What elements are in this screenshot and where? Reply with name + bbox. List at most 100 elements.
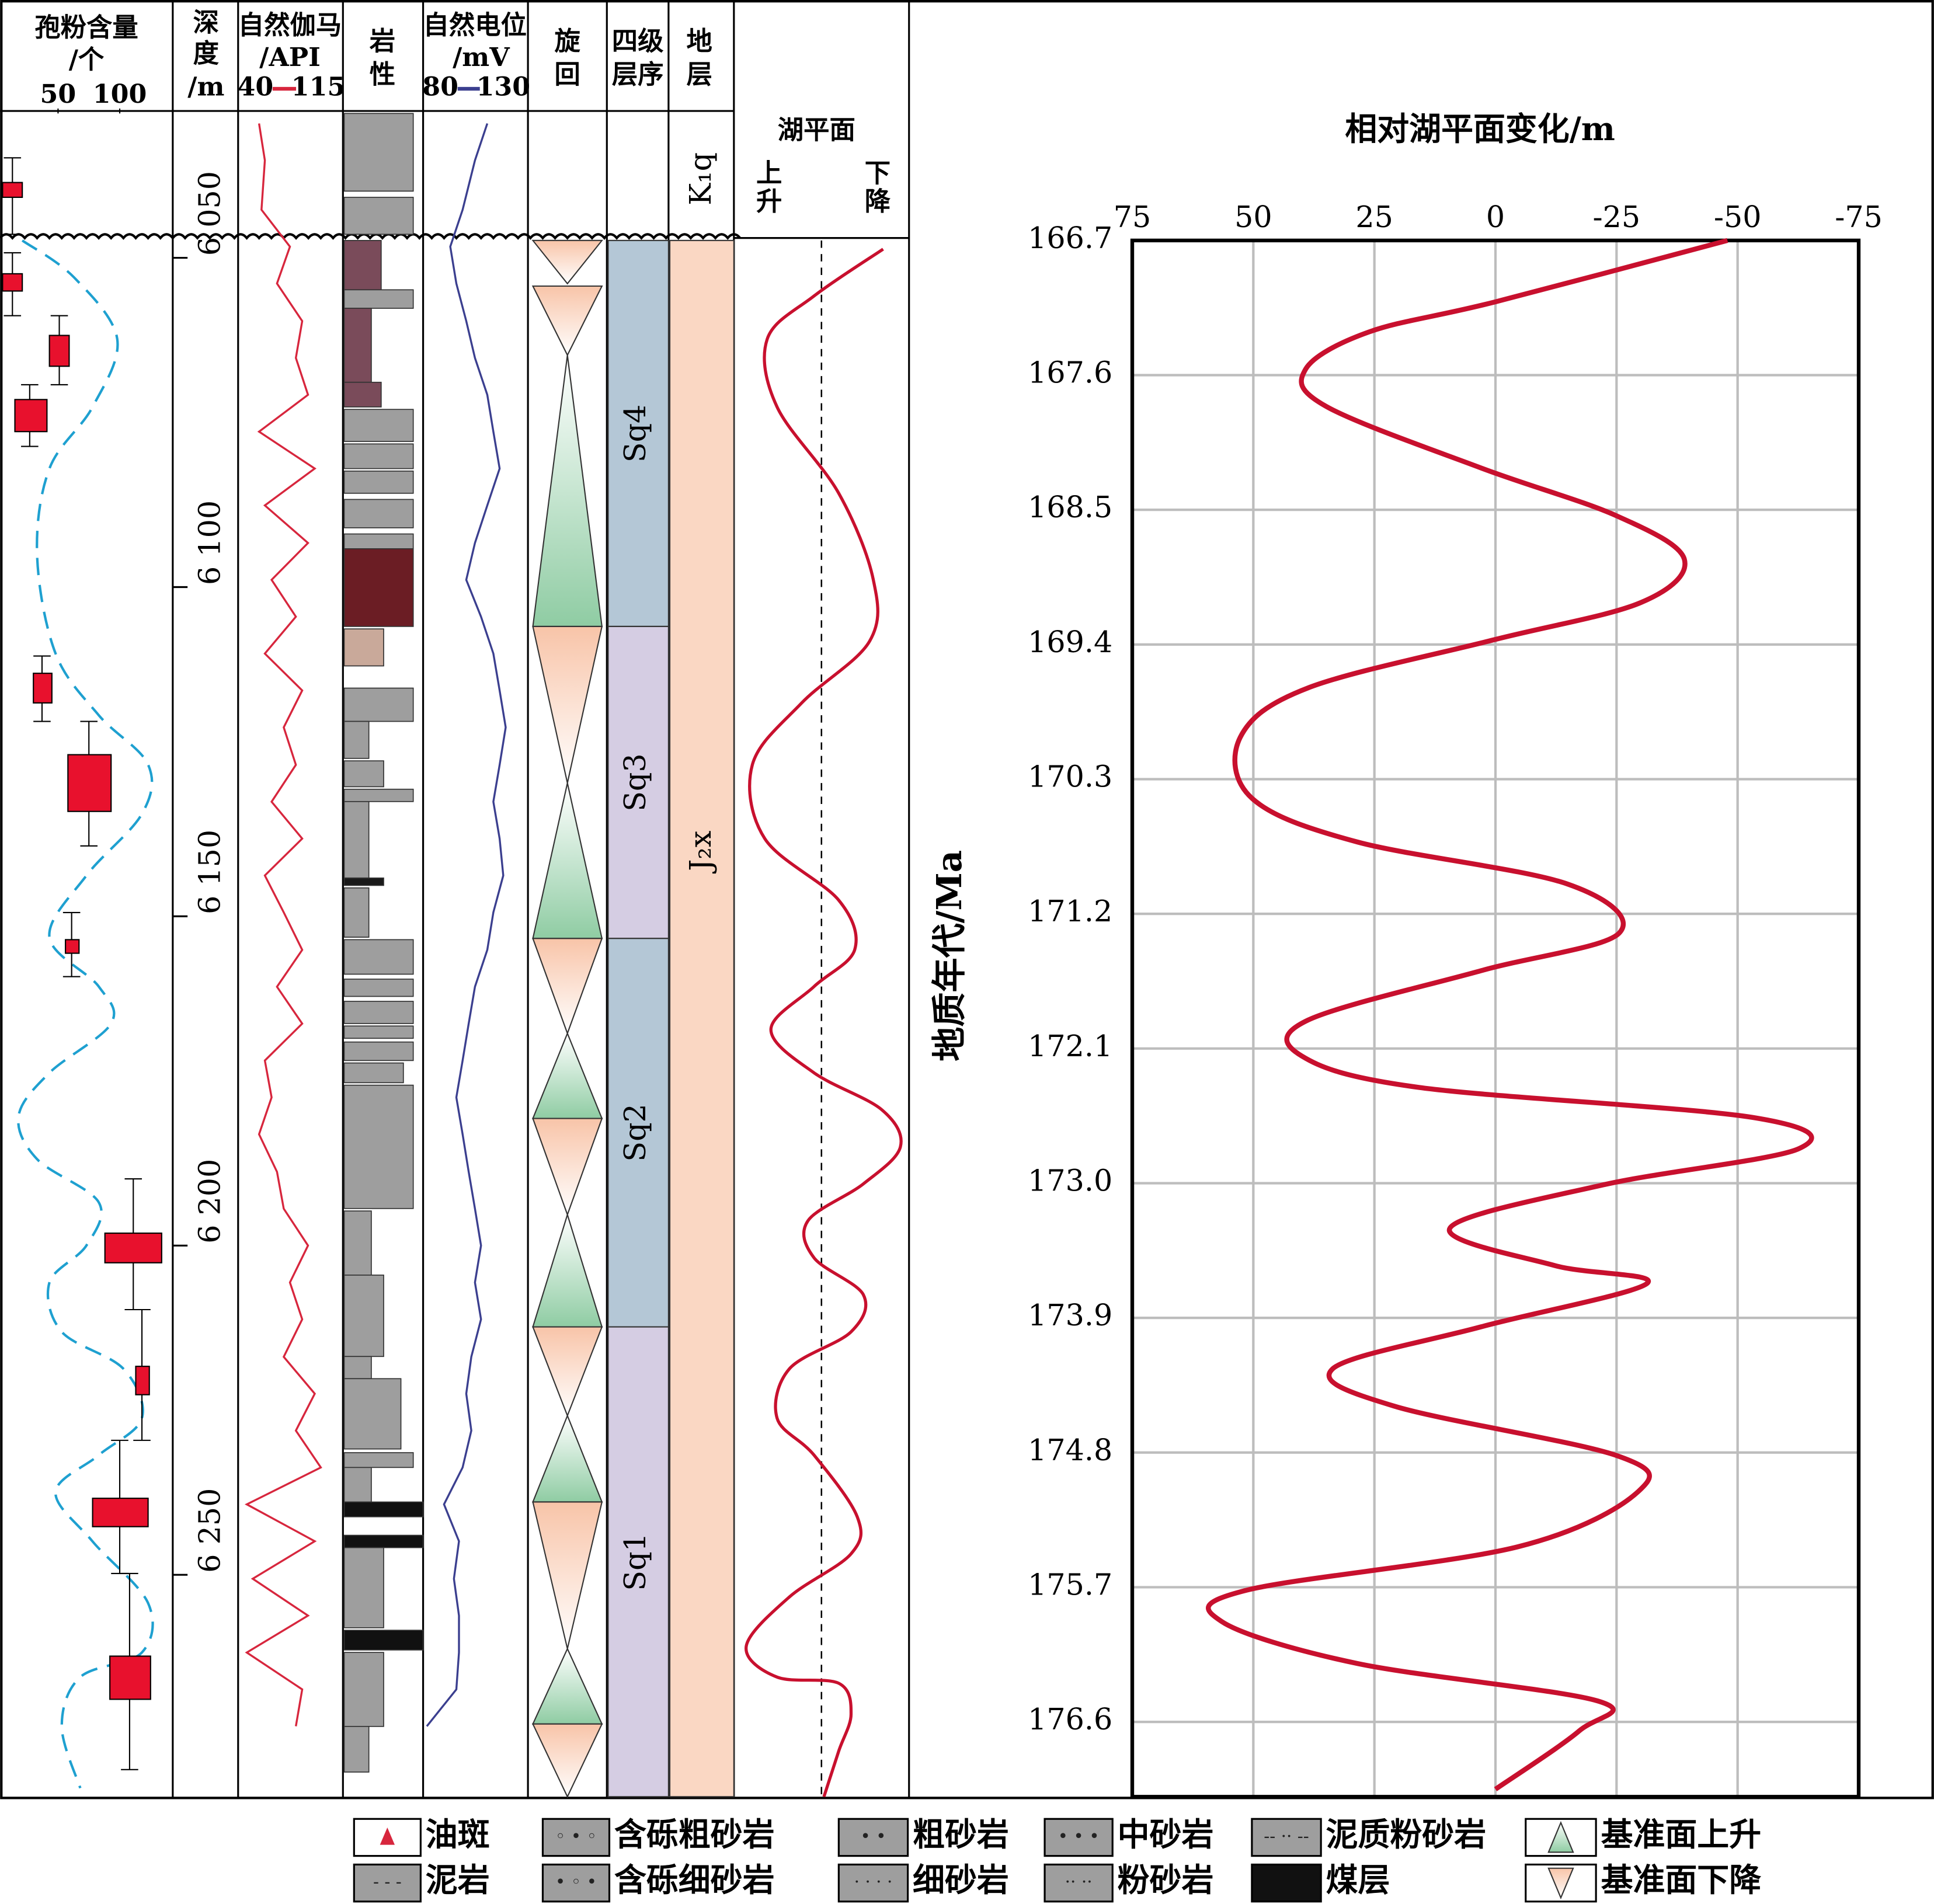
header-text: 回 (555, 59, 580, 89)
lithology-bed (343, 720, 370, 759)
cycle-rise (532, 1212, 603, 1328)
legend-icon (380, 1828, 395, 1845)
lithology-bed (343, 1452, 414, 1468)
legend-swatch (541, 1863, 611, 1903)
lithology-bed (343, 1501, 424, 1517)
lithology-bed (343, 409, 414, 442)
lithology-bed (343, 308, 372, 383)
lake-curve (745, 248, 903, 1798)
value-tick-label: -50 (1714, 200, 1762, 234)
depth-label: 6 200 (192, 1159, 227, 1244)
lithology-bed (343, 1210, 372, 1276)
formation-label: J₂x (683, 831, 718, 874)
sequence-label: Sq3 (618, 753, 652, 811)
age-tick-label: 172.1 (1028, 1029, 1112, 1063)
legend-label: 粗砂岩 (913, 1815, 1009, 1853)
plot-frame (1130, 238, 1861, 1799)
lithology-bed (343, 687, 414, 722)
value-tick-label: 75 (1114, 200, 1151, 234)
header-text: 度 (193, 39, 220, 69)
legend-pattern: • ◦ • (555, 1872, 597, 1892)
legend-label: 粉砂岩 (1118, 1861, 1214, 1899)
lithology-bed (343, 1652, 384, 1727)
age-tick-label: 168.5 (1028, 490, 1112, 524)
legend-pattern: ·· ·· (1065, 1872, 1093, 1892)
lithology-bed (343, 443, 414, 469)
lithology-bed (343, 788, 414, 802)
cycle-fall (532, 1118, 603, 1217)
lithology-bed (343, 760, 384, 788)
legend-label: 基准面下降 (1601, 1861, 1762, 1899)
sequence-box (607, 625, 669, 939)
age-tick-label: 167.6 (1028, 356, 1112, 390)
lithology-bed (343, 1084, 414, 1209)
axis-title: 地质年代/Ma (928, 850, 969, 1061)
legend-swatch (837, 1863, 909, 1903)
header-text: 115 (291, 72, 346, 102)
lithology-bed (343, 979, 414, 997)
lithology-bed (343, 887, 370, 938)
lithology-bed (343, 113, 414, 192)
header-text: 层序 (612, 59, 664, 89)
legend-swatch (1251, 1818, 1322, 1857)
lithology-bed (343, 1025, 414, 1039)
unconformity (0, 233, 742, 240)
header-text: 湖平面 (778, 114, 855, 145)
legend-pattern: ◦ • ◦ (555, 1826, 597, 1846)
lithology-bed (343, 1275, 384, 1357)
header-text: 孢粉含量 (34, 12, 138, 43)
legend-label: 中砂岩 (1118, 1815, 1214, 1853)
value-tick-label: 0 (1486, 200, 1505, 234)
value-tick-label: -25 (1593, 200, 1641, 234)
header-text: 自然电位 (423, 10, 527, 40)
header-text: 旋 (555, 26, 581, 56)
cycle-fall (532, 938, 603, 1035)
age-tick-label: 176.6 (1028, 1702, 1112, 1736)
legend-label: 油斑 (426, 1815, 490, 1853)
value-tick-label: 25 (1355, 200, 1393, 234)
sequence-label: Sq1 (618, 1533, 652, 1590)
legend-label: 含砾粗砂岩 (614, 1815, 775, 1853)
legend-pattern: · · · · (854, 1872, 893, 1892)
spore-trend (17, 239, 154, 1789)
header-text: 40 (237, 72, 273, 102)
lithology-bed (343, 1356, 372, 1380)
cycle-fall (531, 1723, 603, 1798)
lithology-bed (343, 289, 414, 309)
spore-box (92, 1498, 149, 1527)
header-text: 四级 (612, 26, 664, 56)
age-tick-label: 173.0 (1028, 1163, 1112, 1198)
lithology-bed (343, 628, 384, 667)
legend-pattern: - - - (373, 1872, 402, 1892)
lithology-bed (343, 1378, 402, 1450)
legend-pattern: -- ·· -- (1264, 1826, 1309, 1846)
log-decoration (0, 0, 910, 1798)
age-tick-label: 170.3 (1028, 759, 1112, 793)
formation-label: K₁q (683, 152, 718, 206)
header-text: 性 (370, 59, 395, 89)
header-text: /mV (453, 42, 510, 72)
series-line (1206, 238, 1814, 1791)
lithology-bed (343, 470, 414, 494)
age-tick-label: 171.2 (1028, 894, 1112, 928)
chart-title: 相对湖平面变化/m (1345, 110, 1615, 148)
cycle-fall (531, 285, 603, 357)
lithology-bed (343, 800, 370, 879)
header-text: 130 (476, 72, 531, 102)
cycle-rise (532, 355, 603, 627)
spore-box (135, 1366, 150, 1395)
spore-box (2, 182, 23, 198)
value-tick-label: -75 (1835, 200, 1883, 234)
legend-swatch (353, 1863, 422, 1903)
lithology-bed (343, 1001, 414, 1024)
age-tick-label: 175.7 (1028, 1567, 1112, 1602)
lithology-bed (343, 1726, 370, 1773)
lithology-bed (343, 197, 414, 235)
age-tick-label: 174.8 (1028, 1433, 1112, 1467)
frame (0, 0, 1934, 1799)
sp-curve (426, 123, 507, 1727)
header-text: 自然伽马 (238, 10, 342, 40)
spore-box (109, 1655, 151, 1700)
lithology-bed (343, 1467, 372, 1503)
